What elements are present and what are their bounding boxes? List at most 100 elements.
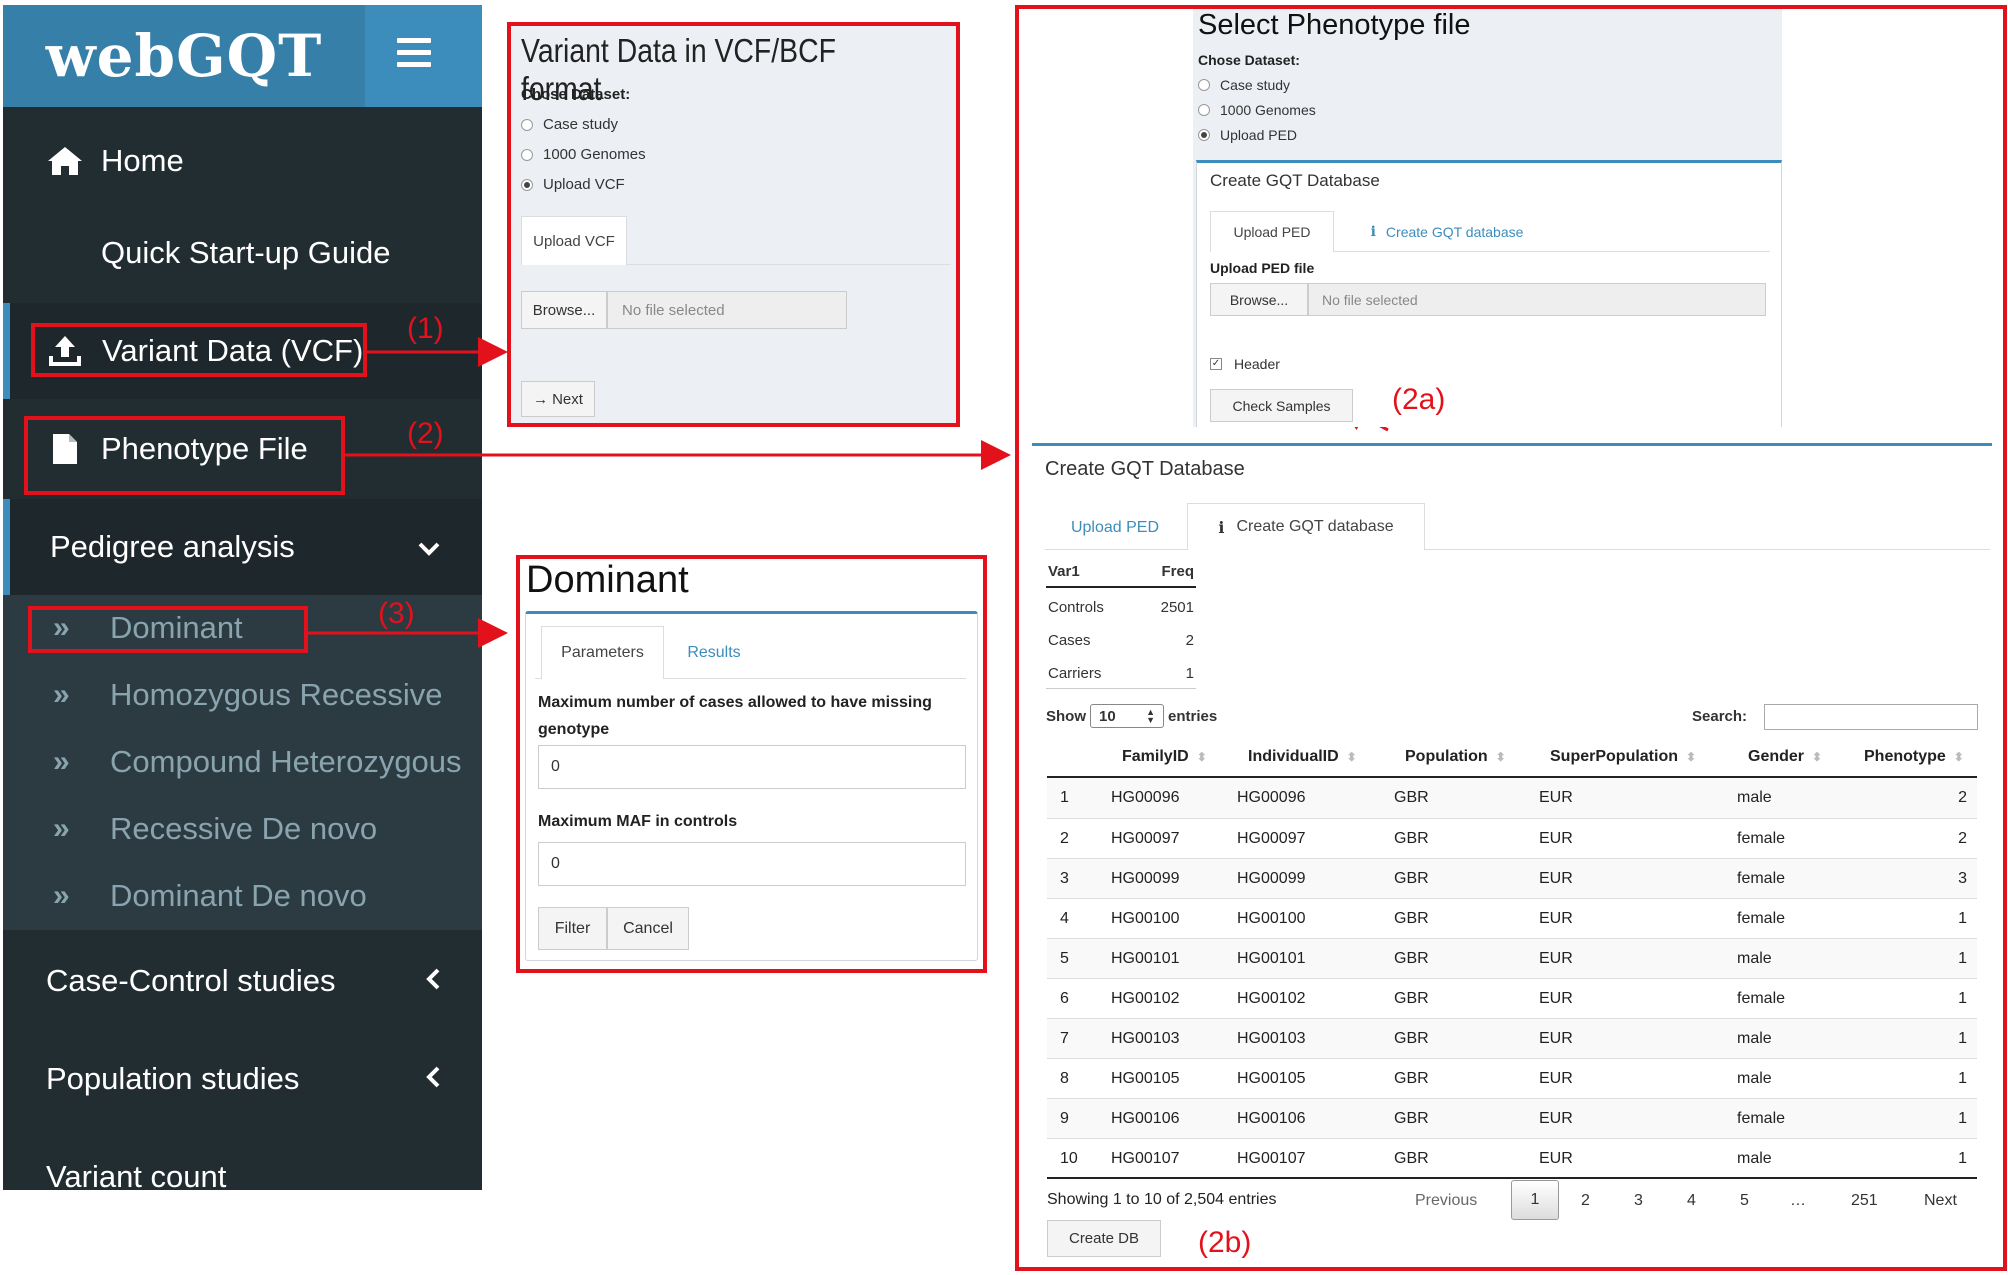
highlight-box-dominant <box>28 606 308 653</box>
submenu-item-label: Dominant De novo <box>110 878 367 913</box>
column-header-individualid[interactable]: IndividualID ⬍ <box>1248 748 1357 765</box>
maf-controls-label: Maximum MAF in controls <box>538 813 738 830</box>
create-gqt-box: Create GQT Database Upload PED i Create G… <box>1196 160 1782 427</box>
pagination-page[interactable]: 4 <box>1687 1192 1696 1209</box>
column-header-familyid[interactable]: FamilyID ⬍ <box>1122 748 1207 765</box>
next-button[interactable]: → Next <box>521 381 595 417</box>
checkbox-checked-icon: ✓ <box>1210 358 1222 370</box>
radio-1000-genomes[interactable]: 1000 Genomes <box>1198 102 1316 118</box>
sidebar-item-population[interactable]: Population studies <box>3 1031 482 1127</box>
submenu-item-compound-heterozygous[interactable]: » Compound Heterozygous <box>3 729 482 795</box>
header-checkbox[interactable]: ✓ Header <box>1210 356 1280 372</box>
sidebar-item-quick-start[interactable]: Quick Start-up Guide <box>3 205 482 301</box>
entries-select[interactable]: 10 ▲ ▼ <box>1090 704 1164 728</box>
radio-case-study[interactable]: Case study <box>521 116 618 133</box>
panel-title: Variant Data in VCF/BCF format <box>521 32 836 107</box>
tab-create-gqt-database[interactable]: i Create GQT database <box>1370 223 1524 240</box>
table-row[interactable]: 10 HG00107 HG00107 GBR EUR male 1 <box>1047 1138 1977 1179</box>
dataset-label: Chose Dataset: <box>521 86 631 103</box>
filter-button[interactable]: Filter <box>538 907 607 950</box>
tab-upload-ped[interactable]: Upload PED <box>1070 519 1160 536</box>
sidebar-item-label: Pedigree analysis <box>50 529 295 564</box>
column-header-superpopulation[interactable]: SuperPopulation ⬍ <box>1550 748 1697 765</box>
sort-icon: ⬍ <box>1953 750 1964 764</box>
sidebar-item-case-control[interactable]: Case-Control studies <box>3 933 482 1029</box>
submenu-item-label: Homozygous Recessive <box>110 677 443 712</box>
radio-upload-ped[interactable]: Upload PED <box>1198 127 1297 143</box>
tab-upload-ped[interactable]: Upload PED <box>1210 211 1334 252</box>
table-row[interactable]: 6 HG00102 HG00102 GBR EUR female 1 <box>1047 978 1977 1018</box>
table-row[interactable]: 4 HG00100 HG00100 GBR EUR female 1 <box>1047 898 1977 938</box>
radio-icon <box>521 148 533 161</box>
table-row[interactable]: 2 HG00097 HG00097 GBR EUR female 2 <box>1047 818 1977 858</box>
table-row[interactable]: 9 HG00106 HG00106 GBR EUR female 1 <box>1047 1098 1977 1138</box>
tab-results[interactable]: Results <box>687 643 741 661</box>
browse-button[interactable]: Browse... <box>521 291 607 329</box>
pagination-page[interactable]: 5 <box>1740 1192 1749 1209</box>
pagination-page[interactable]: 251 <box>1851 1192 1878 1209</box>
tab-upload-vcf[interactable]: Upload VCF <box>521 216 627 265</box>
submenu-item-label: Recessive De novo <box>110 811 378 846</box>
app-logo[interactable]: webGQT <box>3 5 365 107</box>
file-icon <box>45 431 85 467</box>
create-db-button[interactable]: Create DB <box>1047 1220 1161 1257</box>
header-bar: webGQT <box>3 5 482 107</box>
sort-icon: ⬍ <box>1812 750 1823 764</box>
submenu-item-dominant-de-novo[interactable]: » Dominant De novo <box>3 863 482 929</box>
table-row[interactable]: 7 HG00103 HG00103 GBR EUR male 1 <box>1047 1018 1977 1058</box>
missing-genotype-input[interactable]: 0 <box>538 745 966 789</box>
table-info: Showing 1 to 10 of 2,504 entries <box>1047 1191 1277 1208</box>
dominant-panel: Dominant Parameters Results Maximum numb… <box>520 559 983 969</box>
column-header-population[interactable]: Population ⬍ <box>1405 748 1506 765</box>
sidebar-item-label: Variant count <box>46 1159 227 1190</box>
vcf-panel: Variant Data in VCF/BCF format Chose Dat… <box>511 26 956 423</box>
maf-controls-input[interactable]: 0 <box>538 842 966 886</box>
table-row[interactable]: 3 HG00099 HG00099 GBR EUR female 3 <box>1047 858 1977 898</box>
column-header-gender[interactable]: Gender ⬍ <box>1748 748 1823 765</box>
browse-button[interactable]: Browse... <box>1210 283 1308 316</box>
chevron-left-icon <box>426 1063 440 1095</box>
sidebar-item-label: Home <box>101 143 184 178</box>
sort-icon: ⬍ <box>1686 750 1697 764</box>
pagination-next[interactable]: Next <box>1924 1192 1957 1209</box>
submenu-item-homozygous-recessive[interactable]: » Homozygous Recessive <box>3 662 482 728</box>
pagination-page-current[interactable]: 1 <box>1511 1180 1559 1220</box>
box-title: Create GQT Database <box>1045 458 1245 480</box>
sidebar-item-phenotype[interactable]: Phenotype File <box>3 401 482 497</box>
column-header-phenotype[interactable]: Phenotype ⬍ <box>1864 748 1964 765</box>
sidebar-item-pedigree[interactable]: Pedigree analysis <box>3 499 482 595</box>
menu-toggle-icon[interactable] <box>397 38 431 68</box>
table-row[interactable]: 5 HG00101 HG00101 GBR EUR male 1 <box>1047 938 1977 978</box>
file-name-field: No file selected <box>1308 283 1766 316</box>
annotation-label: (2) <box>407 417 444 450</box>
radio-upload-vcf[interactable]: Upload VCF <box>521 176 625 193</box>
radio-case-study[interactable]: Case study <box>1198 77 1290 93</box>
summary-header-row: Var1 Freq <box>1046 554 1196 588</box>
check-samples-button[interactable]: Check Samples <box>1210 389 1353 422</box>
tab-divider <box>521 264 951 265</box>
table-row[interactable]: 1 HG00096 HG00096 GBR EUR male 2 <box>1047 778 1977 818</box>
chevron-left-icon <box>426 965 440 997</box>
search-input[interactable] <box>1764 704 1978 730</box>
submenu-item-recessive-de-novo[interactable]: » Recessive De novo <box>3 796 482 862</box>
panel-title: Select Phenotype file <box>1198 9 1471 41</box>
tab-parameters[interactable]: Parameters <box>541 626 664 679</box>
cancel-button[interactable]: Cancel <box>607 907 689 950</box>
tab-create-gqt-database[interactable]: i Create GQT database <box>1187 503 1425 550</box>
submenu-item-dominant[interactable]: » Dominant <box>3 595 482 661</box>
sidebar-item-variant-count[interactable]: Variant count <box>3 1129 482 1190</box>
sidebar-item-label: Quick Start-up Guide <box>101 235 391 270</box>
summary-row: Cases 2 <box>1048 632 1194 649</box>
sidebar-item-home[interactable]: Home <box>3 113 482 209</box>
pagination-page[interactable]: 3 <box>1634 1192 1643 1209</box>
radio-selected-icon <box>521 178 533 191</box>
panel-title: Dominant <box>526 559 689 601</box>
arrow-right-icon: → <box>533 390 549 408</box>
radio-1000-genomes[interactable]: 1000 Genomes <box>521 146 646 163</box>
chevron-down-icon <box>418 531 440 563</box>
tab-divider <box>535 678 966 679</box>
pagination-page[interactable]: 2 <box>1581 1192 1590 1209</box>
table-row[interactable]: 8 HG00105 HG00105 GBR EUR male 1 <box>1047 1058 1977 1098</box>
annotation-label: (2a) <box>1392 383 1446 416</box>
pagination-previous[interactable]: Previous <box>1415 1192 1478 1209</box>
